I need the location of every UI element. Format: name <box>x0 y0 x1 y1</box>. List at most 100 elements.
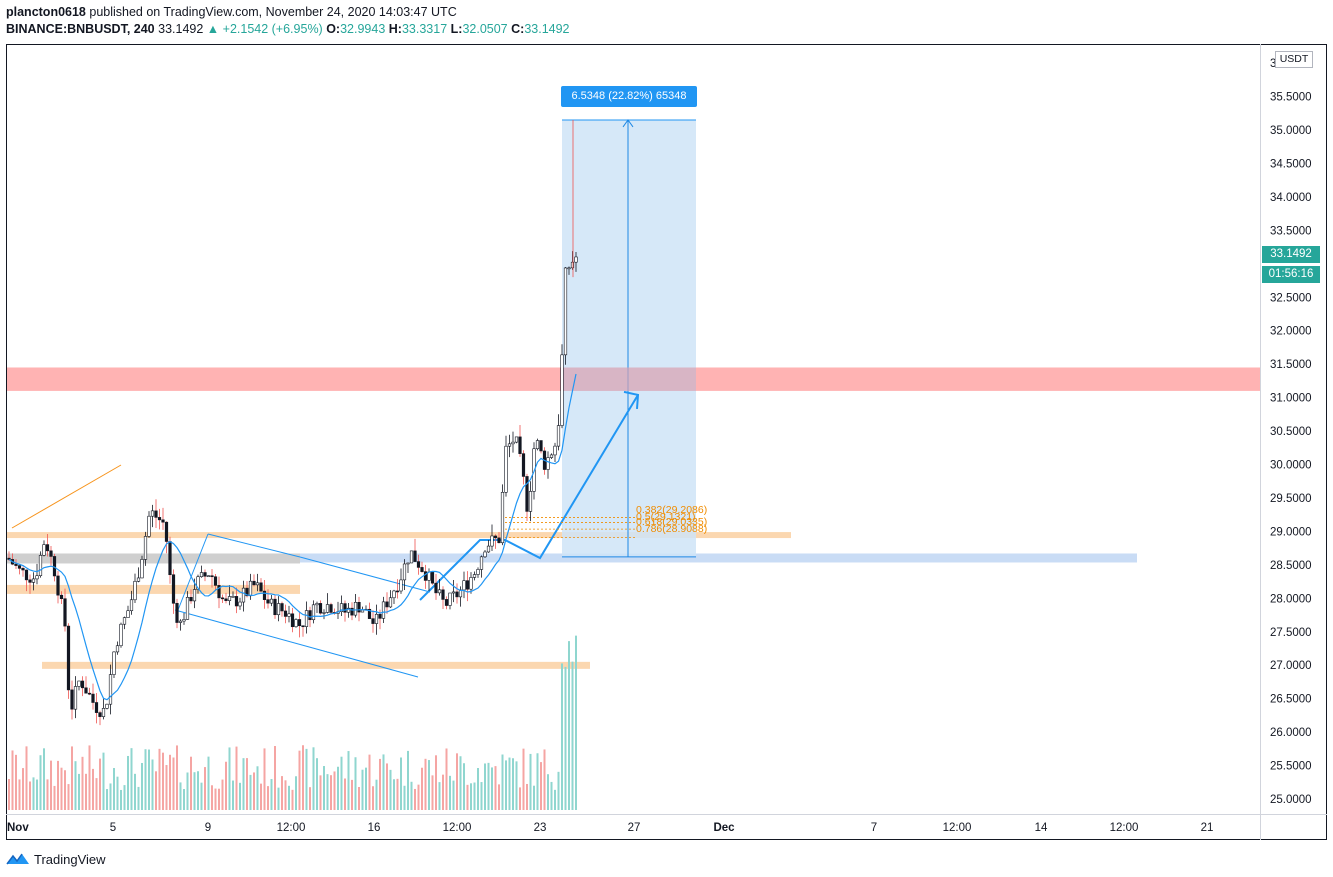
volume-bar <box>78 773 80 810</box>
volume-bar <box>442 774 444 810</box>
volume-bar <box>74 761 77 810</box>
published-text: published on TradingView.com, November 2… <box>85 5 457 19</box>
volume-bar <box>141 762 143 810</box>
candle-body <box>549 454 554 458</box>
volume-bar <box>92 768 94 810</box>
candle-body <box>276 603 281 616</box>
volume-bar <box>305 748 308 810</box>
candle-body <box>402 563 407 581</box>
volume-bar <box>106 789 108 810</box>
candle-body <box>486 545 491 553</box>
price-tick-label: 34.0000 <box>1270 192 1312 204</box>
volume-bar <box>379 758 381 810</box>
volume-bar <box>151 759 154 810</box>
candle-body <box>420 567 424 572</box>
volume-bar <box>8 779 10 810</box>
gray-zone <box>7 553 300 564</box>
candle-body <box>353 602 358 616</box>
candle-body <box>521 453 526 477</box>
candle-body <box>385 601 389 608</box>
candle-body <box>140 559 144 579</box>
fib-label: 0.618(29.0335) <box>636 516 707 528</box>
volume-bar <box>491 767 493 810</box>
symbol-label[interactable]: BINANCE:BNBUSDT, 240 <box>6 22 155 36</box>
volume-bar <box>386 763 388 810</box>
candle-body <box>164 521 169 542</box>
time-tick-label: 23 <box>534 822 547 834</box>
candle-body <box>479 556 484 570</box>
candle-body <box>283 610 288 617</box>
candle-body <box>297 619 302 627</box>
volume-bar <box>459 756 462 810</box>
volume-bar <box>368 754 371 810</box>
price-axis[interactable]: 35.5000 35.0000 34.5000 34.0000 33.5000 32.50… <box>1270 58 1312 806</box>
volume-bar <box>123 785 126 810</box>
tradingview-branding[interactable]: TradingView <box>6 850 106 868</box>
candle-body <box>350 607 354 616</box>
volume-bar <box>284 780 287 810</box>
candle-body <box>360 609 365 613</box>
candle-body <box>108 674 113 705</box>
volume-bar <box>463 763 465 810</box>
volume-bar <box>291 789 294 810</box>
volume-bar <box>186 772 189 810</box>
candle-body <box>91 693 95 703</box>
time-axis[interactable]: Nov 5 9 12:00 16 12:00 23 27 Dec 7 12:00 14 12:00 21 <box>7 822 1213 834</box>
candle-body <box>255 582 260 586</box>
volume-bar <box>36 779 38 810</box>
price-tick-label: 31.0000 <box>1270 393 1312 405</box>
candle-body <box>80 680 85 689</box>
candle-body <box>448 592 452 606</box>
currency-unit-label[interactable]: USDT <box>1275 51 1313 68</box>
candle-body <box>143 536 148 560</box>
volume-bar <box>466 784 469 810</box>
chart-frame <box>6 44 1327 840</box>
volume-layer <box>8 635 577 810</box>
fib-label: 0.5(29.1321) <box>636 511 696 523</box>
candle-body <box>269 598 274 604</box>
moving-average-line <box>8 373 577 701</box>
volume-bar <box>302 745 304 810</box>
volume-bar <box>207 756 210 810</box>
volume-bar <box>263 748 266 810</box>
candle-body <box>399 579 403 592</box>
candle-body <box>273 598 277 616</box>
candle-body <box>231 596 235 598</box>
candle-body <box>304 610 309 627</box>
volume-bar <box>32 777 35 810</box>
volume-bar <box>522 748 525 810</box>
volume-bar <box>260 783 262 810</box>
volume-bar <box>134 773 136 810</box>
candle-body <box>469 577 473 590</box>
candle-body <box>59 594 64 600</box>
candle-body <box>178 620 183 623</box>
volume-bar <box>190 756 192 810</box>
candle-body <box>168 541 172 576</box>
measure-label: 6.5348 (22.82%) 65348 <box>561 86 697 107</box>
volume-bar <box>319 775 322 810</box>
fib-label: 0.382(29.2086) <box>636 504 707 516</box>
volume-bar <box>228 747 231 810</box>
time-tick-label: 12:00 <box>443 822 472 834</box>
volume-bar <box>354 757 357 810</box>
candle-body <box>301 625 305 628</box>
volume-bar <box>148 749 150 810</box>
candle-body <box>31 578 36 583</box>
channel-upper-line-2 <box>299 556 431 593</box>
volume-bar <box>242 758 245 810</box>
time-tick-label: 5 <box>110 822 116 834</box>
candle-body <box>311 604 316 621</box>
volume-bar <box>421 767 423 810</box>
volume-bar <box>361 769 364 810</box>
volume-bar <box>403 785 406 810</box>
volume-bar <box>277 787 280 810</box>
volume-bar <box>449 775 451 810</box>
fib-label: 0.786(28.9088) <box>636 523 707 535</box>
author-name[interactable]: plancton0618 <box>6 5 86 19</box>
volume-bar <box>232 780 234 810</box>
volume-bar <box>267 786 269 810</box>
volume-bar <box>144 749 147 810</box>
candle-body <box>234 596 239 607</box>
candle-body <box>476 569 480 575</box>
